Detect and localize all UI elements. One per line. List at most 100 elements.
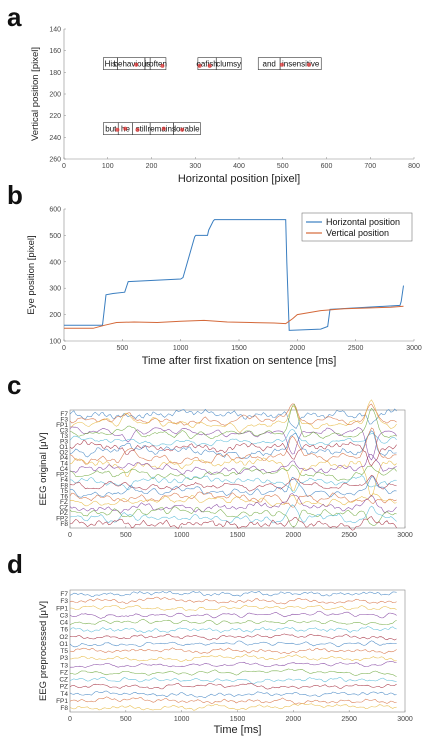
y-tick-label-a: 140 — [49, 27, 61, 34]
word-box — [173, 122, 201, 135]
eeg-trace — [69, 476, 397, 498]
channel-label: FP1 — [56, 422, 68, 429]
channel-label: P3 — [60, 439, 68, 446]
eeg-trace — [69, 506, 397, 528]
fixation-point — [197, 63, 202, 68]
channel-label: O2 — [59, 634, 68, 641]
fixation-point — [123, 126, 128, 131]
eeg-trace — [69, 430, 397, 459]
y-axis-label: EEG original [μV] — [38, 432, 49, 505]
y-tick-label-b: 300 — [49, 286, 61, 293]
eeg-trace — [69, 647, 397, 654]
fixation-point — [207, 63, 212, 68]
y-tick-label-b: 600 — [49, 207, 61, 214]
series-line-vertical — [64, 305, 404, 329]
word-label: insensitive — [282, 60, 320, 69]
x-tick-label-b: 2000 — [290, 345, 306, 352]
fixation-point — [160, 63, 165, 68]
x-tick-label: 2500 — [341, 716, 357, 723]
channel-label: T6 — [60, 627, 68, 634]
x-tick-label-a: 600 — [321, 163, 333, 170]
word-label: still — [136, 125, 148, 134]
channel-label: C4 — [60, 466, 69, 473]
x-axis-label-a: Horizontal position [pixel] — [178, 173, 300, 185]
eeg-trace — [69, 682, 397, 690]
x-tick-label-a: 300 — [189, 163, 201, 170]
channel-label: T5 — [60, 648, 68, 655]
word-box — [149, 57, 167, 70]
eeg-trace — [69, 640, 397, 648]
eeg-trace — [69, 516, 397, 531]
panel-letter-a: a — [7, 2, 22, 32]
channel-label: FP2 — [56, 516, 68, 523]
eeg-trace — [69, 668, 397, 677]
eeg-trace — [69, 427, 397, 465]
channel-label: O1 — [59, 444, 68, 451]
channel-label: FZ — [60, 669, 68, 676]
x-tick-label-b: 2500 — [348, 345, 364, 352]
plot-frame-c — [69, 409, 406, 529]
y-tick-label-b: 500 — [49, 233, 61, 240]
eeg-trace — [69, 676, 397, 685]
y-axis-label-b: Eye position [pixel] — [26, 235, 37, 314]
channel-label: F7 — [60, 411, 68, 418]
eeg-trace — [69, 426, 397, 461]
channel-label: T4 — [60, 461, 68, 468]
x-tick-label: 2000 — [286, 716, 302, 723]
y-tick-label-b: 200 — [49, 312, 61, 319]
y-tick-label-b: 400 — [49, 259, 61, 266]
eeg-trace — [69, 457, 397, 497]
x-tick-label-b: 500 — [116, 345, 128, 352]
eeg-trace — [69, 696, 397, 705]
fixation-point — [135, 127, 140, 132]
channel-label: F8 — [60, 483, 68, 490]
channel-label: F8 — [60, 705, 68, 712]
channel-label: CZ — [59, 505, 68, 512]
eeg-trace — [69, 596, 397, 605]
eeg-trace — [69, 475, 397, 494]
eeg-trace — [69, 403, 397, 439]
channel-label: F4 — [60, 477, 68, 484]
channel-label: PZ — [60, 684, 68, 691]
channel-label: C3 — [60, 612, 69, 619]
x-tick-label-a: 800 — [408, 163, 420, 170]
x-tick-label-b: 1500 — [231, 345, 247, 352]
channel-label: FZ — [60, 499, 68, 506]
word-label: oafish — [196, 60, 217, 69]
eeg-trace — [69, 493, 397, 514]
y-tick-label-a: 240 — [49, 135, 61, 142]
fixation-point — [115, 127, 120, 132]
y-axis-label-a: Vertical position [pixel] — [30, 47, 41, 141]
legend-label: Vertical position — [326, 228, 389, 238]
channel-label: P3 — [60, 655, 68, 662]
panel-letter-c: c — [7, 370, 22, 400]
word-box — [279, 57, 322, 70]
word-label: clumsy — [216, 60, 241, 69]
x-tick-label-a: 500 — [277, 163, 289, 170]
x-tick-label-b: 0 — [62, 345, 66, 352]
fixation-point — [161, 126, 166, 131]
eeg-trace — [69, 626, 397, 634]
x-tick-label: 2500 — [341, 532, 357, 539]
channel-label: F8 — [60, 521, 68, 528]
eeg-trace — [69, 454, 397, 475]
eeg-trace — [69, 633, 397, 641]
x-tick-label-b: 3000 — [406, 345, 422, 352]
channel-label: P4 — [60, 455, 68, 462]
word-label: often — [149, 60, 167, 69]
eeg-trace — [69, 403, 397, 426]
legend-box-b — [301, 212, 413, 242]
eeg-trace — [70, 661, 397, 668]
panel-letter-b: b — [7, 180, 23, 210]
channel-label: F7 — [60, 591, 68, 598]
x-tick-label-a: 700 — [364, 163, 376, 170]
eeg-trace — [69, 440, 397, 467]
eeg-trace — [69, 618, 397, 626]
x-tick-label-b: 1000 — [173, 345, 189, 352]
x-tick-label: 3000 — [397, 532, 413, 539]
eeg-trace — [69, 690, 397, 699]
y-tick-label-a: 260 — [49, 157, 61, 164]
channel-label: T5 — [60, 488, 68, 495]
channel-label: O2 — [59, 450, 68, 457]
